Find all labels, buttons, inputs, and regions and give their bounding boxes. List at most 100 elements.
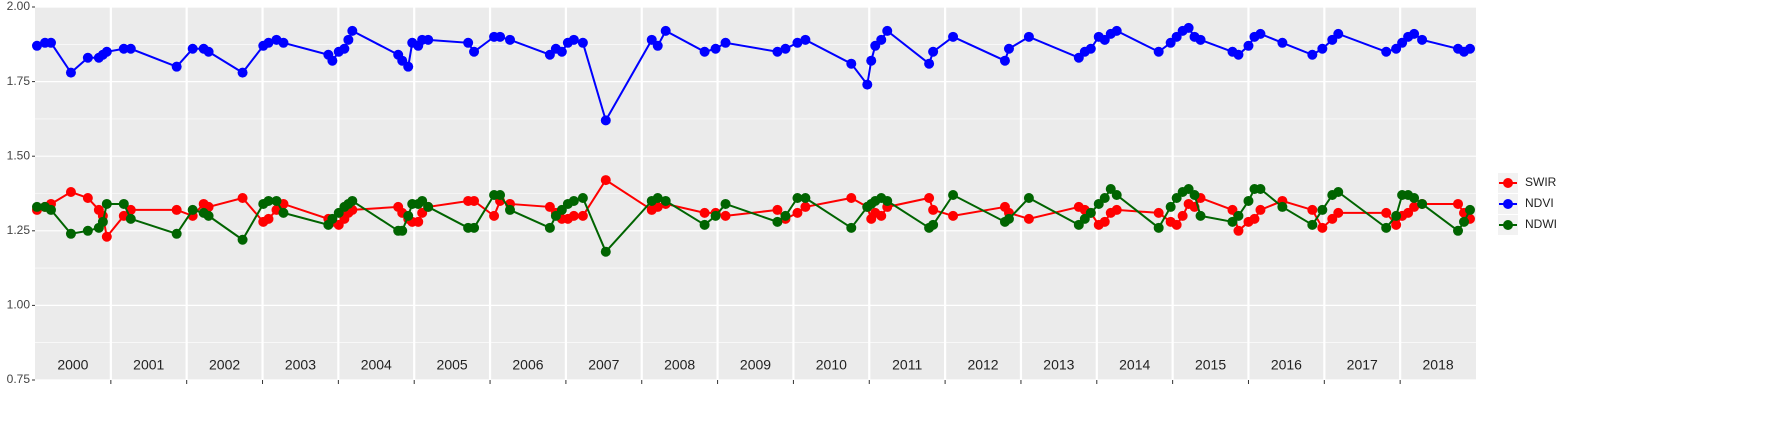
point [720, 37, 731, 48]
point [1453, 198, 1464, 209]
point [1111, 189, 1122, 200]
point [101, 198, 112, 209]
point [125, 213, 136, 224]
point [1099, 216, 1110, 227]
point [928, 219, 939, 230]
point [652, 40, 663, 51]
point [1165, 201, 1176, 212]
point [171, 228, 182, 239]
point [720, 198, 731, 209]
point [800, 34, 811, 45]
point [237, 192, 248, 203]
point [999, 55, 1010, 66]
point [1249, 213, 1260, 224]
point [772, 46, 783, 57]
y-tick-label: 1.75 [7, 74, 31, 88]
point [339, 43, 350, 54]
point [65, 187, 76, 198]
point [948, 31, 959, 42]
point [1153, 46, 1164, 57]
point [469, 46, 480, 57]
point [1453, 225, 1464, 236]
point [1233, 210, 1244, 221]
point [1465, 43, 1476, 54]
point [1381, 46, 1392, 57]
point [1177, 210, 1188, 221]
point [187, 204, 198, 215]
point [347, 195, 358, 206]
point [1277, 201, 1288, 212]
point [504, 204, 515, 215]
point [1409, 28, 1420, 39]
point [568, 34, 579, 45]
point [469, 195, 480, 206]
point [504, 34, 515, 45]
point [343, 34, 354, 45]
point [1409, 192, 1420, 203]
point [720, 210, 731, 221]
point [1317, 43, 1328, 54]
point [203, 46, 214, 57]
point [397, 225, 408, 236]
legend-dot [1503, 199, 1513, 209]
point [660, 25, 671, 36]
year-label: 2010 [816, 357, 847, 373]
point [660, 195, 671, 206]
point [556, 46, 567, 57]
point [1391, 219, 1402, 230]
year-label: 2009 [740, 357, 771, 373]
point [699, 46, 710, 57]
point [652, 192, 663, 203]
point [65, 228, 76, 239]
point [876, 34, 887, 45]
y-tick-label: 1.50 [7, 148, 31, 162]
point [171, 204, 182, 215]
point [699, 207, 710, 218]
point [772, 216, 783, 227]
point [1111, 204, 1122, 215]
point [1023, 192, 1034, 203]
year-label: 2012 [967, 357, 998, 373]
point [1233, 225, 1244, 236]
point [171, 61, 182, 72]
point [577, 210, 588, 221]
point [876, 210, 887, 221]
point [1085, 207, 1096, 218]
year-label: 2000 [57, 357, 88, 373]
point [1153, 207, 1164, 218]
point [1381, 222, 1392, 233]
point [792, 192, 803, 203]
point [1391, 210, 1402, 221]
point [1099, 192, 1110, 203]
point [800, 192, 811, 203]
year-label: 2017 [1347, 357, 1378, 373]
point [327, 213, 338, 224]
point [948, 210, 959, 221]
point [1003, 43, 1014, 54]
point [792, 37, 803, 48]
legend-dot [1503, 178, 1513, 188]
point [600, 175, 611, 186]
point [423, 34, 434, 45]
point [495, 31, 506, 42]
point [862, 79, 873, 90]
year-label: 2018 [1423, 357, 1454, 373]
point [1317, 204, 1328, 215]
point [263, 213, 274, 224]
point [65, 67, 76, 78]
point [568, 210, 579, 221]
point [1183, 22, 1194, 33]
point [1307, 49, 1318, 60]
point [263, 195, 274, 206]
point [118, 43, 129, 54]
y-tick-label: 1.00 [7, 298, 31, 312]
point [237, 234, 248, 245]
point [278, 207, 289, 218]
y-tick-label: 2.00 [7, 0, 31, 13]
point [1111, 25, 1122, 36]
point [600, 115, 611, 126]
point [1085, 43, 1096, 54]
point [577, 192, 588, 203]
legend-dot [1503, 220, 1513, 230]
year-label: 2001 [133, 357, 164, 373]
